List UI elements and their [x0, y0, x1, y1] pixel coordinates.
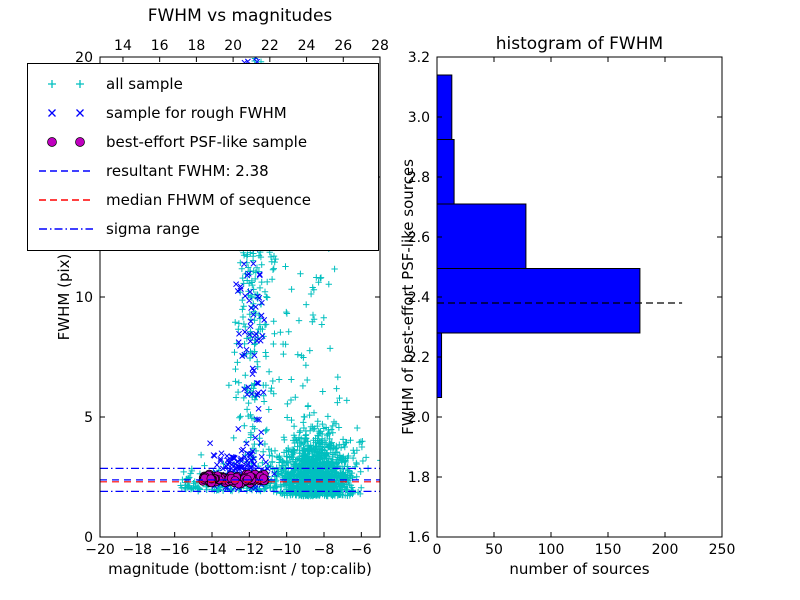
- svg-text:28: 28: [371, 38, 389, 54]
- svg-text:26: 26: [334, 38, 352, 54]
- dashdot-line-icon: [39, 227, 93, 230]
- svg-text:20: 20: [224, 38, 242, 54]
- legend-item-all-sample: all sample: [36, 69, 370, 98]
- svg-text:−8: −8: [314, 542, 335, 558]
- svg-text:3.2: 3.2: [408, 50, 430, 66]
- svg-text:50: 50: [485, 542, 503, 558]
- svg-text:22: 22: [261, 38, 279, 54]
- legend-item-psf-sample: best-effort PSF-like sample: [36, 127, 370, 156]
- svg-text:2.2: 2.2: [408, 350, 430, 366]
- legend-label-psf-sample: best-effort PSF-like sample: [106, 132, 308, 151]
- svg-text:3.0: 3.0: [408, 110, 430, 126]
- svg-text:−20: −20: [85, 542, 115, 558]
- svg-text:1.8: 1.8: [408, 470, 430, 486]
- svg-text:−16: −16: [160, 542, 190, 558]
- legend-item-sigma-range: sigma range: [36, 214, 370, 243]
- histogram-ylabel: FWHM of best-effort PSF-like sources: [399, 159, 417, 435]
- svg-text:−10: −10: [272, 542, 302, 558]
- histogram-title: histogram of FWHM: [495, 34, 664, 54]
- svg-text:−18: −18: [123, 542, 153, 558]
- scatter-ylabel: FWHM (pix): [55, 253, 73, 341]
- svg-text:100: 100: [538, 542, 565, 558]
- legend-label-all-sample: all sample: [106, 74, 183, 93]
- svg-text:5: 5: [84, 410, 93, 426]
- circle-marker-icon: [47, 136, 85, 147]
- svg-text:−14: −14: [197, 542, 227, 558]
- svg-text:200: 200: [652, 542, 679, 558]
- svg-text:0: 0: [433, 542, 442, 558]
- scatter-xlabel: magnitude (bottom:isnt / top:calib): [108, 560, 372, 578]
- svg-text:2.4: 2.4: [408, 290, 430, 306]
- svg-text:18: 18: [187, 38, 205, 54]
- svg-text:14: 14: [114, 38, 132, 54]
- svg-text:16: 16: [151, 38, 169, 54]
- legend-label-resultant-fwhm: resultant FWHM: 2.38: [106, 161, 269, 180]
- svg-text:250: 250: [709, 542, 736, 558]
- legend-label-median-fwhm: median FHWM of sequence: [106, 190, 311, 209]
- svg-text:0: 0: [84, 530, 93, 546]
- svg-text:−6: −6: [351, 542, 372, 558]
- scatter-plot-title: FWHM vs magnitudes: [147, 6, 333, 26]
- legend-item-median-fwhm: median FHWM of sequence: [36, 185, 370, 214]
- legend-item-rough-fwhm: sample for rough FWHM: [36, 98, 370, 127]
- legend: all sample sample for rough FWHM best-ef…: [27, 63, 379, 251]
- plus-marker-icon: [48, 79, 84, 88]
- svg-text:−12: −12: [235, 542, 265, 558]
- svg-text:10: 10: [75, 290, 93, 306]
- legend-item-resultant-fwhm: resultant FWHM: 2.38: [36, 156, 370, 185]
- legend-label-sigma-range: sigma range: [106, 219, 200, 238]
- blue-dashed-line-icon: [39, 169, 93, 172]
- svg-text:1.6: 1.6: [408, 530, 430, 546]
- histogram-xlabel: number of sources: [509, 560, 650, 578]
- svg-text:2.6: 2.6: [408, 230, 430, 246]
- svg-text:2.8: 2.8: [408, 170, 430, 186]
- legend-label-rough-fwhm: sample for rough FWHM: [106, 103, 287, 122]
- svg-text:20: 20: [75, 50, 93, 66]
- svg-text:24: 24: [298, 38, 316, 54]
- red-dashed-line-icon: [39, 198, 93, 201]
- x-marker-icon: [48, 108, 84, 117]
- svg-text:150: 150: [595, 542, 622, 558]
- svg-text:2.0: 2.0: [408, 410, 430, 426]
